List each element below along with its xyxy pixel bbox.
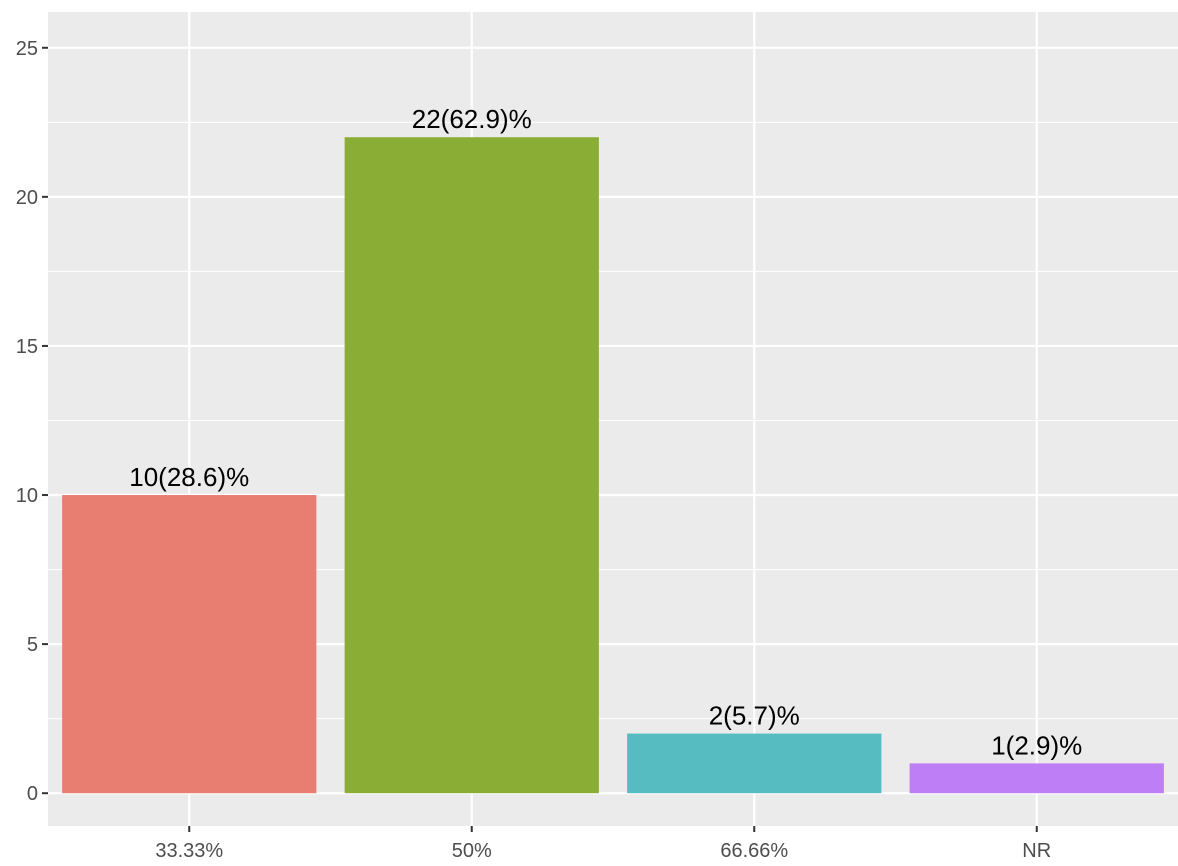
y-tick-label: 20 bbox=[16, 187, 38, 209]
bar bbox=[627, 733, 882, 794]
x-tick-label: 50% bbox=[452, 840, 492, 862]
y-tick-label: 5 bbox=[27, 634, 38, 656]
y-tick-label: 10 bbox=[16, 485, 38, 507]
data-label: 1(2.9)% bbox=[991, 730, 1082, 760]
bar bbox=[909, 763, 1164, 794]
data-label: 2(5.7)% bbox=[709, 701, 800, 731]
data-label: 22(62.9)% bbox=[412, 104, 532, 134]
bar bbox=[62, 495, 317, 794]
y-axis: 0 5 10 15 20 25 bbox=[16, 38, 48, 805]
x-tick-label: 66.66% bbox=[720, 840, 788, 862]
x-tick-label: 33.33% bbox=[155, 840, 223, 862]
data-labels: 10(28.6)% 22(62.9)% 2(5.7)% 1(2.9)% bbox=[129, 104, 1082, 760]
y-tick-label: 15 bbox=[16, 336, 38, 358]
x-axis: 33.33% 50% 66.66% NR bbox=[155, 826, 1051, 862]
y-tick-label: 0 bbox=[27, 783, 38, 805]
data-label: 10(28.6)% bbox=[129, 462, 249, 492]
x-tick-label: NR bbox=[1022, 840, 1051, 862]
y-tick-label: 25 bbox=[16, 38, 38, 60]
bar bbox=[344, 137, 599, 794]
bars bbox=[62, 137, 1164, 794]
